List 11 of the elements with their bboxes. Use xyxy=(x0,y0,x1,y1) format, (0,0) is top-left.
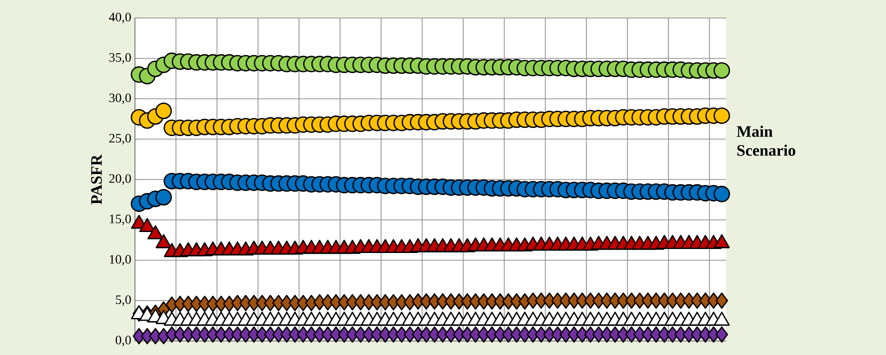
y-tick-label: 5,0 xyxy=(116,295,131,306)
y-tick-label: 40,0 xyxy=(108,12,131,24)
y-tick-label: 0,0 xyxy=(116,336,131,346)
y-tick-label: 25,0 xyxy=(109,134,131,144)
y-tick-label: 30,0 xyxy=(109,93,131,104)
y-axis-title: PASFR xyxy=(91,154,102,204)
y-tick-label: 10,0 xyxy=(110,254,131,266)
y-tick-label: 15,0 xyxy=(110,214,131,226)
y-tick-label: 20,0 xyxy=(109,174,131,185)
text: Main Scenario xyxy=(736,126,796,156)
y-tick-label: 35,0 xyxy=(109,53,131,64)
